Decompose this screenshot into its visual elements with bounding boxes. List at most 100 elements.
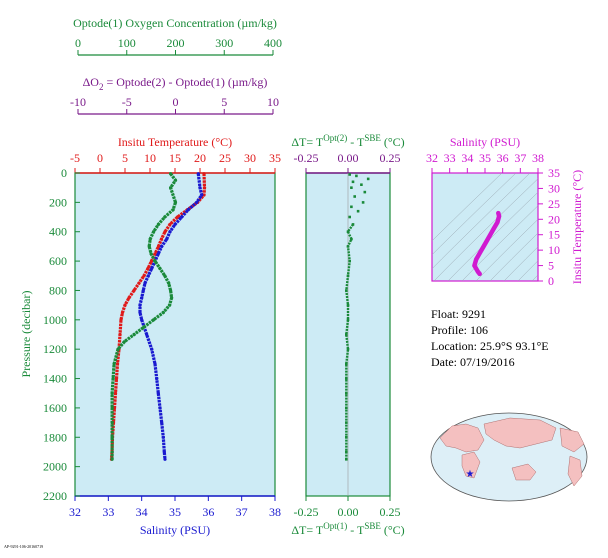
profile-point-green	[173, 200, 178, 204]
pressure-axis-tick-label: 1400	[43, 372, 67, 386]
map-landmass-americas	[559, 427, 585, 453]
profile-point-green	[171, 208, 175, 212]
delta-t-bottom-title: ΔT= TOpt(1) - TSBE (°C)	[291, 521, 404, 537]
delta-t-point	[363, 190, 367, 194]
profile-point-green	[173, 178, 178, 182]
ts-temperature-axis-tick-label: 25	[548, 197, 560, 211]
delta-t-point	[345, 458, 348, 461]
ts-salinity-axis-tick-label: 33	[444, 151, 456, 165]
delta-o2-axis-tick-label: -5	[122, 95, 132, 109]
ts-point	[481, 245, 485, 249]
profile-point-blue	[153, 362, 157, 366]
profile-point-red	[149, 259, 154, 263]
ts-temperature-axis-tick-label: 5	[548, 259, 554, 273]
profile-point-blue	[145, 332, 149, 337]
profile-point-green	[169, 172, 173, 176]
profile-point-red	[137, 281, 141, 285]
ts-isopycnal	[503, 246, 538, 281]
delta-t-top-title: ΔT= TOpt(2) - TSBE (°C)	[291, 133, 404, 149]
temperature-axis-tick-label: 10	[144, 151, 156, 165]
map-landmass-africa-south	[461, 451, 481, 479]
delta-t-point	[355, 174, 358, 178]
ts-temperature-axis-tick-label: 30	[548, 181, 560, 195]
delta-t-point	[348, 173, 351, 176]
salinity-axis-tick-label: 35	[169, 505, 181, 519]
pressure-axis-tick-label: 600	[49, 254, 67, 268]
delta-t-bottom-axis-tick-label: -0.25	[294, 505, 319, 519]
delta-t-point	[350, 205, 353, 209]
oxygen-axis-tick-label: 400	[264, 36, 282, 50]
float-location-marker-icon: ★	[466, 469, 475, 480]
profile-point-green	[111, 376, 115, 381]
ts-isopycnal	[517, 260, 538, 281]
ts-salinity-axis-tick-label: 37	[514, 151, 526, 165]
delta-o2-axis-tick-label: -10	[70, 95, 86, 109]
delta-t-point	[360, 183, 363, 186]
ts-diagram-panel	[431, 172, 539, 282]
delta-t-point	[356, 209, 360, 213]
delta-t-bottom-axis-tick-label: 0.00	[338, 505, 359, 519]
profile-point-green	[148, 237, 152, 241]
profile-point-green	[152, 318, 156, 322]
ts-salinity-axis-tick-label: 32	[426, 151, 438, 165]
ts-isopycnal	[475, 218, 538, 281]
profile-point-blue	[200, 193, 204, 197]
profile-point-blue	[180, 215, 184, 219]
profile-point-blue	[140, 296, 144, 300]
profile-point-green	[170, 296, 174, 300]
delta-t-point	[345, 333, 348, 336]
delta-t-point	[353, 195, 356, 198]
ts-salinity-axis-tick-label: 38	[532, 151, 544, 165]
main-profile-series	[109, 172, 207, 461]
ts-salinity-axis-tick-label: 36	[497, 151, 509, 165]
temperature-axis-tick-label: 30	[244, 151, 256, 165]
delta-t-point	[346, 303, 350, 307]
delta-t-point	[348, 259, 351, 263]
profile-point-green	[161, 310, 165, 315]
profile-point-red	[202, 186, 207, 190]
profile-point-red	[175, 215, 180, 219]
location: Location: 25.9°S 93.1°E	[431, 339, 549, 353]
profile-line-blue	[138, 173, 204, 460]
oxygen-axis-tick-label: 200	[167, 36, 185, 50]
pressure-axis-tick-label: 2200	[43, 489, 67, 503]
delta-o2-axis-tick-label: 5	[221, 95, 227, 109]
ts-isopycnal	[489, 232, 538, 281]
temperature-axis-tick-label: -5	[70, 151, 80, 165]
oxygen-axis-title: Optode(1) Oxygen Concentration (µm/kg)	[73, 16, 277, 30]
pressure-axis-tick-label: 400	[49, 225, 67, 239]
profile-point-blue	[150, 347, 154, 351]
salinity-axis-tick-label: 32	[69, 505, 81, 519]
pressure-axis-tick-label: 1200	[43, 342, 67, 356]
ts-point	[496, 211, 500, 215]
profile-point-red	[142, 274, 146, 278]
profile-point-green	[132, 332, 136, 337]
ts-salinity-axis-tick-label: 35	[479, 151, 491, 165]
ts-series	[472, 210, 502, 277]
delta-t-series	[345, 173, 370, 461]
temperature-axis-tick-label: 20	[194, 151, 206, 165]
date: Date: 07/19/2016	[431, 355, 515, 369]
profile-point-blue	[195, 200, 199, 204]
float-id: Float: 9291	[431, 307, 486, 321]
temperature-axis: Insitu Temperature (°C) -5 0 5 10 15 20 25 30 35	[70, 135, 281, 173]
delta-o2-axis-tick-label: 0	[173, 95, 179, 109]
profile-point-red	[202, 172, 206, 176]
pressure-axis-tick-label: 200	[49, 195, 67, 209]
delta-o2-axis-tick-label: 10	[267, 95, 279, 109]
delta-t-point	[345, 436, 348, 439]
map-landmass-asia	[483, 417, 557, 449]
ts-temperature-axis-tick-label: 0	[548, 274, 554, 288]
profile-point-green	[163, 215, 167, 219]
profile-point-green	[110, 457, 114, 461]
salinity-axis-tick-label: 36	[202, 505, 214, 519]
ts-point	[488, 233, 492, 237]
delta-t-bottom-axis-tick-label: 0.25	[380, 505, 401, 519]
profile-point-green	[110, 406, 114, 410]
delta-t-point	[345, 362, 348, 366]
ts-temperature-axis-tick-label: 35	[548, 166, 560, 180]
delta-t-point	[351, 180, 355, 184]
profile-point-blue	[186, 208, 190, 212]
delta-t-point	[361, 201, 365, 204]
profile-point-blue	[161, 435, 165, 439]
